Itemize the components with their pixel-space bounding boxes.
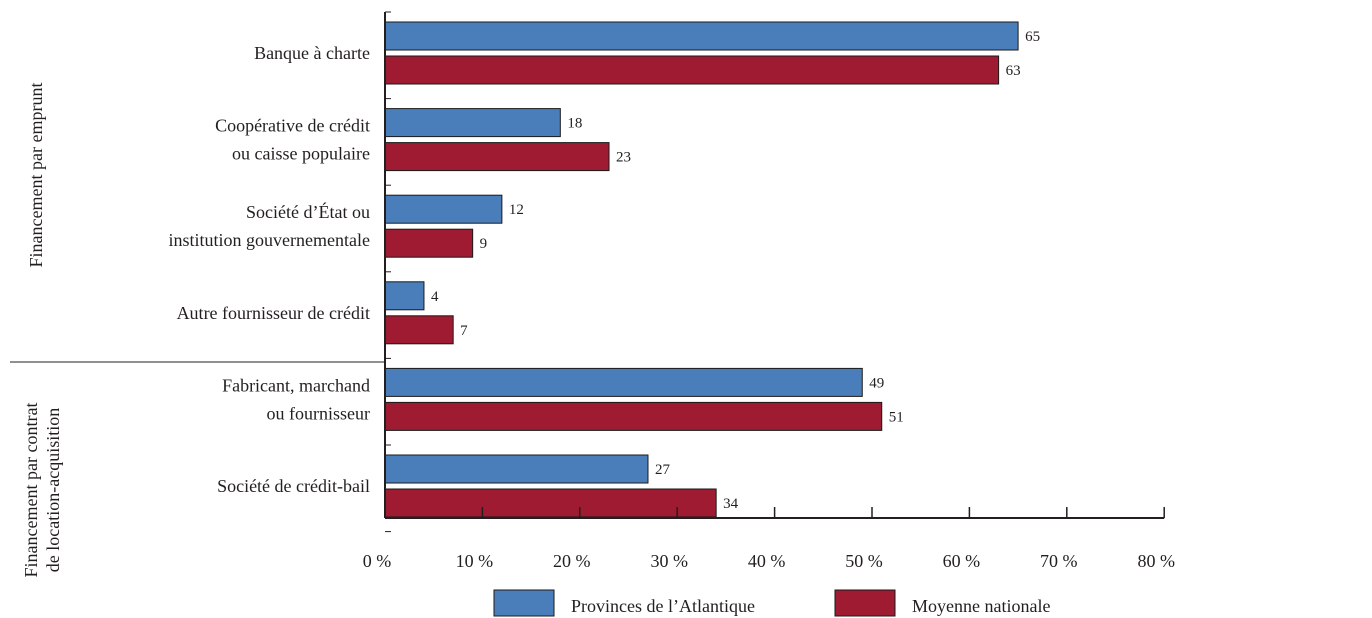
- category-label: Société d’État ou: [246, 201, 370, 222]
- category-label: institution gouvernementale: [169, 230, 370, 250]
- value-label: 23: [616, 150, 631, 166]
- value-label: 12: [509, 202, 524, 218]
- x-tick-label: 40 %: [748, 551, 786, 571]
- value-label: 65: [1025, 29, 1040, 45]
- category-label: Fabricant, marchand: [222, 375, 370, 395]
- x-tick-label: 70 %: [1040, 551, 1078, 571]
- category-labels: Banque à charte Coopérative de crédit ou c…: [169, 43, 370, 496]
- bar-atlantique-1: [384, 108, 561, 138]
- bar-atlantique-5: [384, 454, 649, 484]
- category-label: Société de crédit-bail: [217, 476, 370, 496]
- group-label: de location-acquisition: [43, 408, 63, 572]
- legend-swatch: [834, 589, 896, 617]
- bar-nationale-0: [384, 55, 1000, 85]
- legend-label: Moyenne nationale: [912, 596, 1050, 616]
- group-label: Financement par emprunt: [26, 83, 46, 268]
- bar-nationale-3: [384, 315, 454, 345]
- x-tick-label: 80 %: [1137, 551, 1175, 571]
- bar-atlantique-0: [384, 21, 1019, 51]
- category-label: ou caisse populaire: [232, 144, 370, 164]
- group-labels: Financement par emprunt Financement par c…: [21, 83, 63, 578]
- value-label: 4: [431, 289, 439, 305]
- category-label: Autre fournisseur de crédit: [177, 303, 370, 323]
- value-label: 51: [889, 409, 904, 425]
- value-label: 18: [567, 116, 582, 132]
- bar-nationale-5: [384, 488, 717, 518]
- bar-atlantique-4: [384, 367, 863, 397]
- x-tick-label: 0 %: [363, 551, 392, 571]
- value-label: 27: [655, 462, 671, 478]
- x-tick-label: 10 %: [456, 551, 494, 571]
- value-label: 7: [460, 323, 468, 339]
- legend-label: Provinces de l’Atlantique: [571, 596, 755, 616]
- x-tick-label: 50 %: [845, 551, 883, 571]
- x-tick-label: 20 %: [553, 551, 591, 571]
- x-tick-label: 30 %: [650, 551, 688, 571]
- bar-nationale-4: [384, 401, 883, 431]
- legend: Provinces de l’Atlantique Moyenne nationa…: [493, 589, 1050, 617]
- bar-nationale-2: [384, 228, 474, 258]
- value-label: 9: [480, 236, 488, 252]
- bar-nationale-1: [384, 142, 610, 172]
- x-ticks: 0 % 10 % 20 % 30 % 40 % 50 % 60 % 70 % 80 %: [363, 507, 1175, 571]
- bar-atlantique-2: [384, 194, 503, 224]
- group-label: Financement par contrat: [21, 403, 41, 578]
- x-tick-label: 60 %: [943, 551, 981, 571]
- bar-atlantique-3: [384, 281, 425, 311]
- legend-swatch: [493, 589, 555, 617]
- category-label: Banque à charte: [254, 43, 370, 63]
- category-label: Coopérative de crédit: [215, 116, 370, 136]
- value-label: 49: [869, 375, 884, 391]
- value-label: 63: [1006, 63, 1021, 79]
- category-label: ou fournisseur: [267, 403, 370, 423]
- value-label: 34: [723, 496, 739, 512]
- bars: [384, 21, 1019, 518]
- axes: [384, 11, 1165, 533]
